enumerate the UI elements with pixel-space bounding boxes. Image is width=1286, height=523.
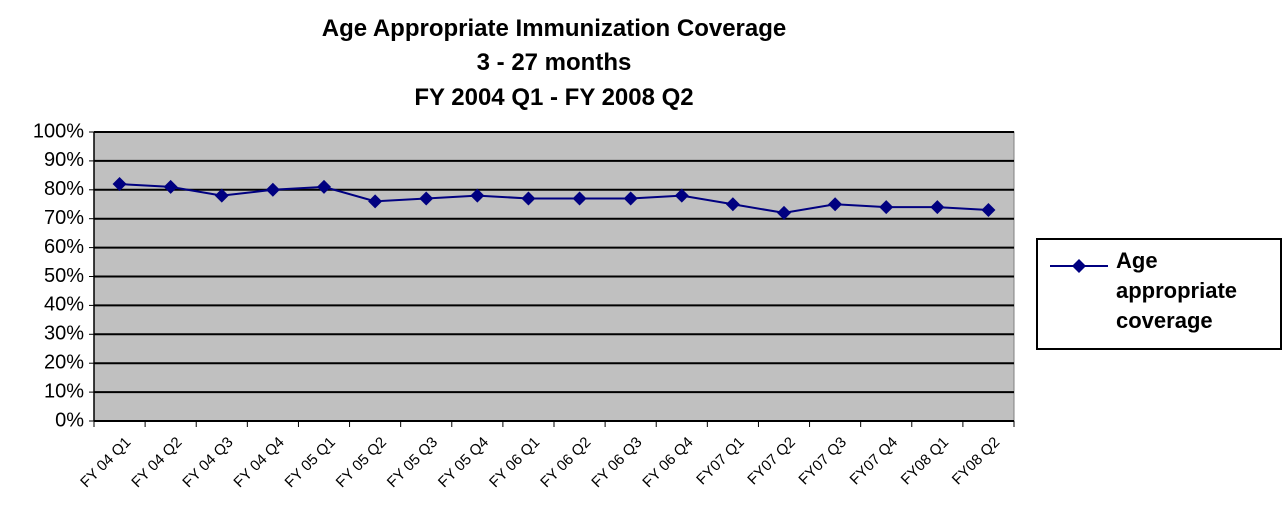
x-tick-label: FY 05 Q1 (282, 434, 339, 491)
y-tick-label: 50% (44, 265, 84, 287)
y-tick-label: 70% (44, 207, 84, 229)
legend-marker (1072, 259, 1086, 273)
x-tick-label: FY 04 Q4 (230, 434, 287, 491)
x-tick-label: FY 06 Q2 (537, 434, 594, 491)
y-tick-label: 40% (44, 294, 84, 316)
data-point (725, 197, 740, 212)
x-tick-label: FY 04 Q1 (77, 434, 134, 491)
x-tick-label: FY 04 Q3 (179, 434, 236, 491)
x-tick-label: FY08 Q1 (898, 434, 952, 488)
y-tick-label: 0% (55, 409, 84, 431)
x-tick-label: FY07 Q1 (693, 434, 747, 488)
x-tick-label: FY 04 Q2 (128, 434, 185, 491)
x-tick-label: FY 06 Q4 (639, 434, 696, 491)
chart-title: 3 - 27 months (477, 49, 632, 76)
x-tick-label: FY 05 Q4 (435, 434, 492, 491)
y-tick-label: 30% (44, 323, 84, 345)
data-point (368, 194, 383, 209)
y-tick-label: 60% (44, 236, 84, 258)
x-tick-label: FY 06 Q3 (588, 434, 645, 491)
data-point (112, 177, 127, 192)
data-point (828, 197, 843, 212)
legend-label: Age appropriate coverage (1116, 248, 1238, 333)
data-point (521, 191, 536, 206)
data-point (930, 200, 945, 215)
chart-title: FY 2004 Q1 - FY 2008 Q2 (414, 84, 693, 111)
x-tick-label: FY07 Q2 (744, 434, 798, 488)
data-point (317, 179, 331, 194)
chart-title: Age Appropriate Immunization Coverage (322, 15, 787, 42)
data-point (981, 203, 996, 218)
data-point (572, 191, 587, 206)
y-tick-label: 80% (44, 178, 84, 200)
data-point (623, 191, 638, 206)
y-tick-label: 100% (33, 120, 84, 142)
data-point (777, 205, 791, 220)
x-tick-label: FY07 Q3 (795, 434, 849, 488)
x-tick-label: FY08 Q2 (949, 434, 1003, 488)
data-point (879, 200, 894, 215)
legend-symbol (1050, 259, 1108, 273)
data-point (265, 182, 280, 197)
data-point (214, 188, 229, 203)
data-point (674, 188, 689, 203)
data-point (419, 191, 434, 206)
x-tick-label: FY07 Q4 (847, 434, 901, 488)
x-tick-label: FY 05 Q2 (333, 434, 390, 491)
data-point (470, 188, 485, 203)
data-point (163, 179, 178, 194)
series-line (119, 183, 989, 214)
x-tick-label: FY 05 Q3 (384, 434, 441, 491)
y-tick-label: 90% (44, 149, 84, 171)
y-tick-label: 20% (44, 351, 84, 373)
legend: Age appropriate coverage (1036, 238, 1282, 350)
x-tick-label: FY 06 Q1 (486, 434, 543, 491)
y-tick-label: 10% (44, 380, 84, 402)
